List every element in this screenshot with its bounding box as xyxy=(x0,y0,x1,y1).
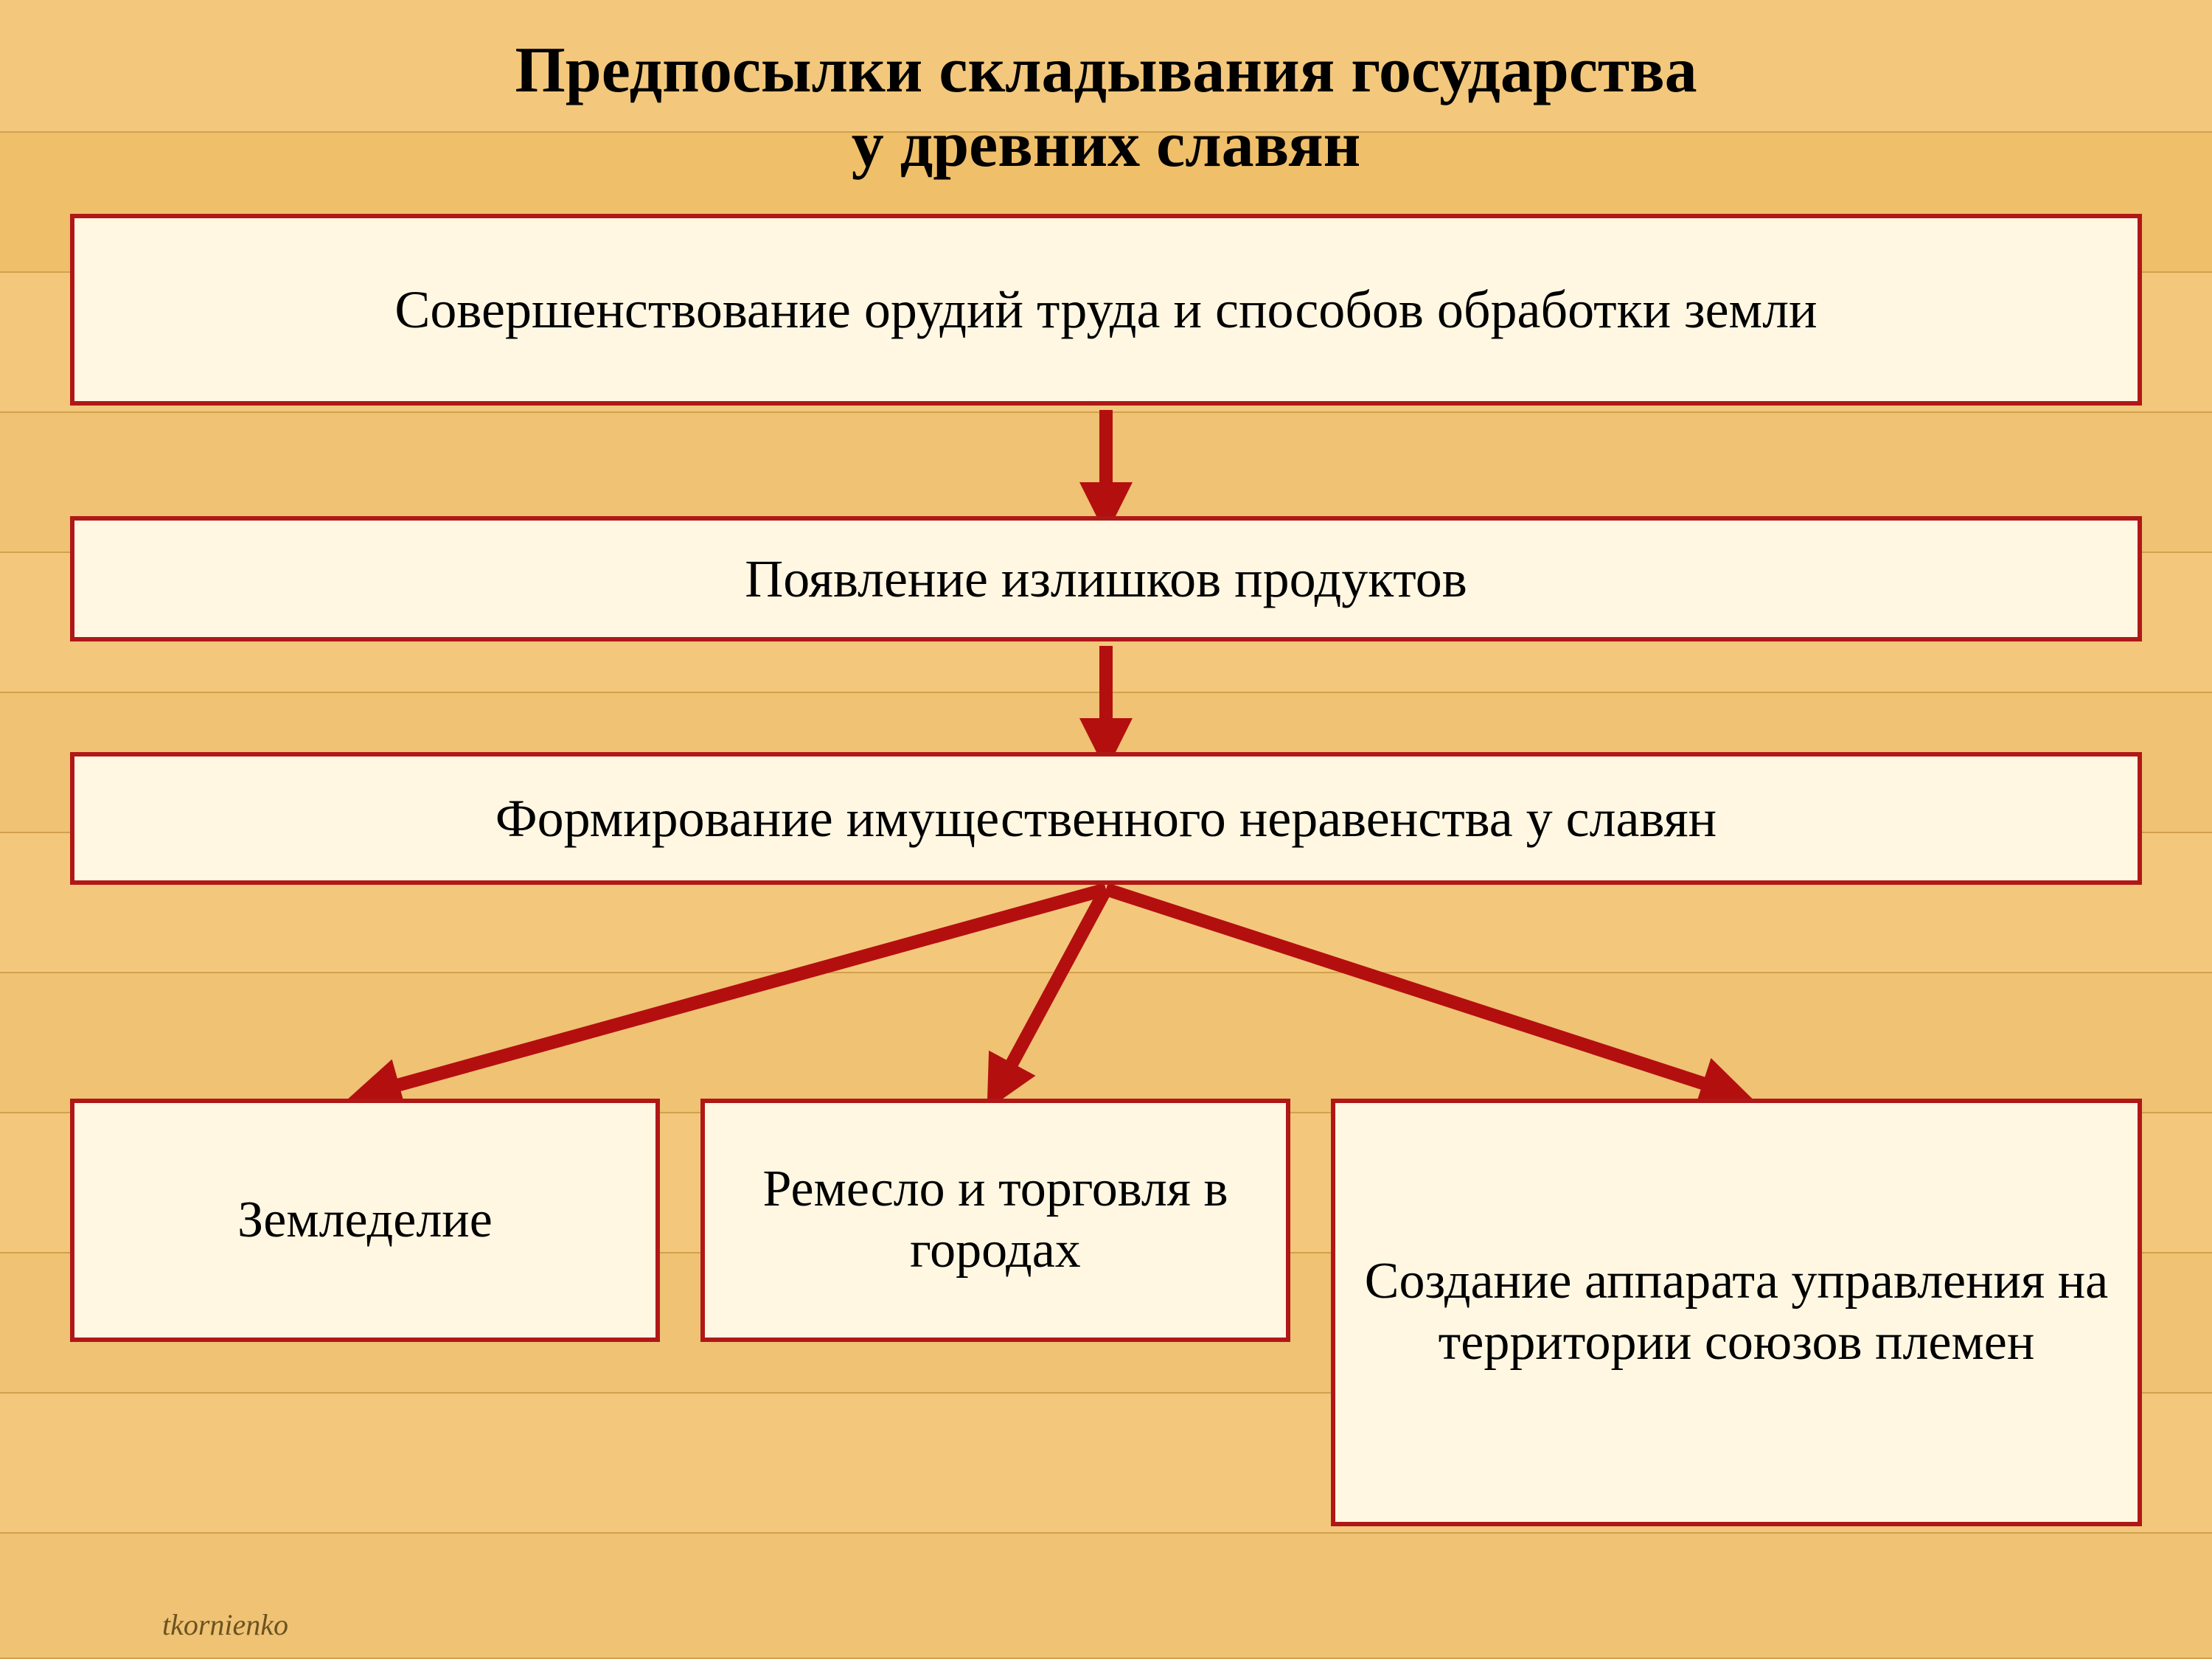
flow-box-box1: Совершенствование орудий труда и способо… xyxy=(70,214,2142,406)
flow-box-label: Земледелие xyxy=(237,1190,493,1251)
flow-box-box2: Появление излишков продуктов xyxy=(70,516,2142,641)
flow-box-label: Совершенствование орудий труда и способо… xyxy=(394,279,1817,341)
flow-box-label: Появление излишков продуктов xyxy=(745,548,1467,611)
flow-box-label: Создание аппарата управления на территор… xyxy=(1357,1251,2115,1373)
flow-box-box5: Ремесло и торговля в городах xyxy=(700,1099,1290,1342)
bg-stripe xyxy=(0,1534,2212,1659)
bg-stripe xyxy=(0,973,2212,1113)
flow-box-box3: Формирование имущественного неравенства … xyxy=(70,752,2142,885)
credit-text: tkornienko xyxy=(162,1607,288,1642)
flow-box-label: Ремесло и торговля в городах xyxy=(727,1159,1264,1281)
flow-box-box4: Земледелие xyxy=(70,1099,660,1342)
flow-box-label: Формирование имущественного неравенства … xyxy=(495,787,1717,850)
flow-box-box6: Создание аппарата управления на территор… xyxy=(1331,1099,2142,1526)
slide-title: Предпосылки складывания государства у др… xyxy=(0,33,2212,182)
